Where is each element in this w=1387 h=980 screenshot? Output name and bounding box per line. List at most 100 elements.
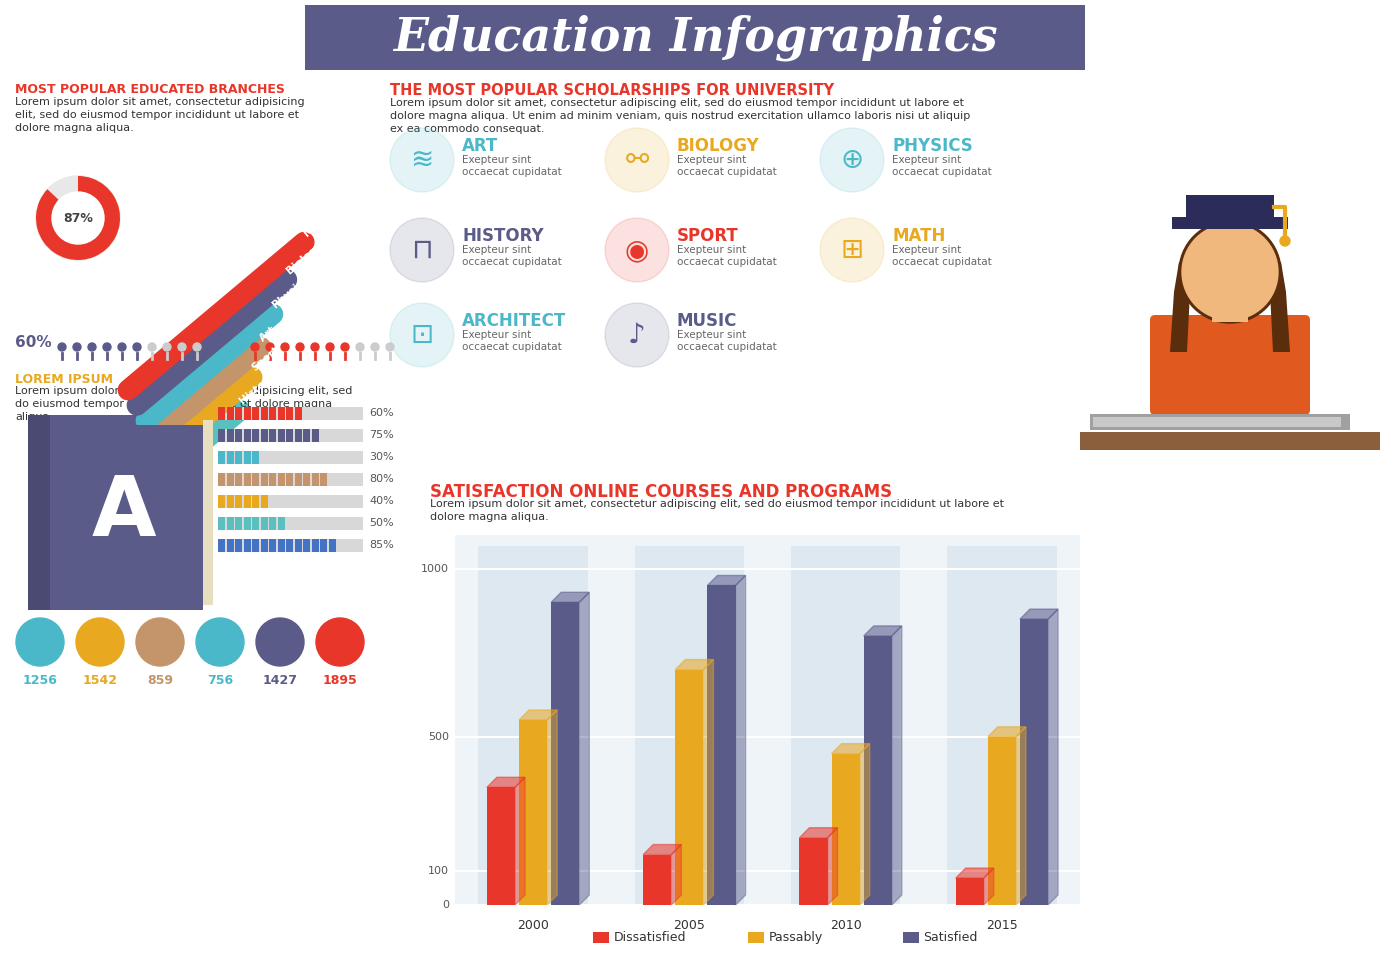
FancyBboxPatch shape bbox=[947, 546, 1057, 905]
Text: ⊕: ⊕ bbox=[841, 146, 864, 174]
Text: Passably: Passably bbox=[768, 931, 822, 944]
Polygon shape bbox=[707, 575, 746, 585]
Text: Exepteur sint: Exepteur sint bbox=[677, 330, 746, 340]
Text: HISTORY: HISTORY bbox=[462, 227, 544, 245]
FancyBboxPatch shape bbox=[252, 517, 259, 530]
FancyBboxPatch shape bbox=[269, 473, 276, 486]
Text: Lorem ipsum dolor sit amet, consectetur adipisicing elit, sed
do eiusmod tempor : Lorem ipsum dolor sit amet, consectetur … bbox=[15, 386, 352, 422]
FancyBboxPatch shape bbox=[226, 517, 233, 530]
Circle shape bbox=[58, 343, 67, 351]
FancyBboxPatch shape bbox=[988, 737, 1015, 905]
Text: occaecat cupidatat: occaecat cupidatat bbox=[462, 167, 562, 177]
Text: ♪: ♪ bbox=[628, 321, 646, 349]
Text: 85%: 85% bbox=[369, 541, 394, 551]
FancyBboxPatch shape bbox=[956, 878, 983, 905]
Text: occaecat cupidatat: occaecat cupidatat bbox=[462, 342, 562, 352]
Polygon shape bbox=[828, 828, 838, 905]
FancyBboxPatch shape bbox=[277, 517, 284, 530]
Polygon shape bbox=[548, 710, 558, 905]
Text: occaecat cupidatat: occaecat cupidatat bbox=[677, 257, 777, 267]
Text: occaecat cupidatat: occaecat cupidatat bbox=[892, 257, 992, 267]
FancyBboxPatch shape bbox=[302, 429, 311, 442]
Polygon shape bbox=[671, 845, 681, 905]
FancyBboxPatch shape bbox=[234, 429, 241, 442]
Polygon shape bbox=[864, 626, 902, 636]
Polygon shape bbox=[580, 592, 589, 905]
Circle shape bbox=[370, 343, 379, 351]
Text: 0: 0 bbox=[442, 900, 449, 910]
FancyBboxPatch shape bbox=[320, 539, 327, 552]
Text: LOREM IPSUM: LOREM IPSUM bbox=[15, 373, 112, 386]
FancyBboxPatch shape bbox=[218, 407, 363, 420]
Polygon shape bbox=[675, 660, 713, 669]
Text: occaecat cupidatat: occaecat cupidatat bbox=[677, 342, 777, 352]
FancyBboxPatch shape bbox=[1019, 619, 1049, 905]
Circle shape bbox=[51, 192, 104, 244]
FancyBboxPatch shape bbox=[226, 539, 233, 552]
Text: ARCHITECT: ARCHITECT bbox=[462, 312, 566, 330]
FancyBboxPatch shape bbox=[234, 517, 241, 530]
FancyBboxPatch shape bbox=[244, 539, 251, 552]
FancyBboxPatch shape bbox=[234, 473, 241, 486]
Text: ⊓: ⊓ bbox=[411, 236, 433, 264]
FancyBboxPatch shape bbox=[226, 451, 233, 464]
Text: Education Infographics: Education Infographics bbox=[393, 15, 997, 61]
Text: Exepteur sint: Exepteur sint bbox=[892, 155, 961, 165]
Text: Exepteur sint: Exepteur sint bbox=[462, 330, 531, 340]
Text: SPORT: SPORT bbox=[677, 227, 739, 245]
FancyBboxPatch shape bbox=[294, 473, 301, 486]
FancyBboxPatch shape bbox=[50, 425, 203, 600]
FancyBboxPatch shape bbox=[551, 603, 580, 905]
Text: occaecat cupidatat: occaecat cupidatat bbox=[462, 257, 562, 267]
Text: Satisfied: Satisfied bbox=[924, 931, 978, 944]
Polygon shape bbox=[1171, 262, 1190, 352]
Text: 100: 100 bbox=[429, 866, 449, 876]
Text: 2015: 2015 bbox=[986, 919, 1018, 932]
FancyBboxPatch shape bbox=[261, 429, 268, 442]
FancyBboxPatch shape bbox=[791, 546, 900, 905]
FancyBboxPatch shape bbox=[903, 932, 918, 943]
FancyBboxPatch shape bbox=[286, 407, 293, 420]
FancyBboxPatch shape bbox=[218, 539, 363, 552]
Text: Math: Math bbox=[302, 212, 331, 238]
Circle shape bbox=[820, 128, 884, 192]
FancyBboxPatch shape bbox=[244, 451, 251, 464]
Text: BIOLOGY: BIOLOGY bbox=[677, 137, 760, 155]
FancyBboxPatch shape bbox=[644, 855, 671, 905]
Circle shape bbox=[326, 343, 334, 351]
Circle shape bbox=[1179, 221, 1282, 323]
FancyBboxPatch shape bbox=[269, 407, 276, 420]
Text: 30%: 30% bbox=[369, 453, 394, 463]
FancyBboxPatch shape bbox=[218, 429, 225, 442]
Circle shape bbox=[196, 618, 244, 666]
FancyBboxPatch shape bbox=[244, 407, 251, 420]
FancyBboxPatch shape bbox=[302, 539, 311, 552]
FancyBboxPatch shape bbox=[218, 429, 363, 442]
FancyBboxPatch shape bbox=[203, 420, 214, 605]
FancyBboxPatch shape bbox=[234, 451, 241, 464]
FancyBboxPatch shape bbox=[244, 495, 251, 508]
FancyBboxPatch shape bbox=[864, 636, 892, 905]
Text: Exepteur sint: Exepteur sint bbox=[892, 245, 961, 255]
FancyBboxPatch shape bbox=[799, 838, 828, 905]
FancyBboxPatch shape bbox=[226, 429, 233, 442]
FancyBboxPatch shape bbox=[1150, 315, 1309, 415]
Circle shape bbox=[257, 618, 304, 666]
FancyBboxPatch shape bbox=[269, 539, 276, 552]
Polygon shape bbox=[1049, 610, 1058, 905]
FancyBboxPatch shape bbox=[252, 539, 259, 552]
Text: Lorem ipsum dolor sit amet, consectetur adipisicing
elit, sed do eiusmod tempor : Lorem ipsum dolor sit amet, consectetur … bbox=[15, 97, 305, 133]
FancyBboxPatch shape bbox=[244, 429, 251, 442]
Text: Exepteur sint: Exepteur sint bbox=[462, 245, 531, 255]
FancyBboxPatch shape bbox=[218, 517, 225, 530]
Text: occaecat cupidatat: occaecat cupidatat bbox=[892, 167, 992, 177]
Polygon shape bbox=[832, 744, 870, 754]
Circle shape bbox=[356, 343, 363, 351]
Text: A: A bbox=[92, 472, 155, 553]
FancyBboxPatch shape bbox=[218, 495, 363, 508]
Circle shape bbox=[193, 343, 201, 351]
Polygon shape bbox=[1019, 610, 1058, 619]
FancyBboxPatch shape bbox=[320, 473, 327, 486]
FancyBboxPatch shape bbox=[261, 495, 268, 508]
Text: 80%: 80% bbox=[369, 474, 394, 484]
